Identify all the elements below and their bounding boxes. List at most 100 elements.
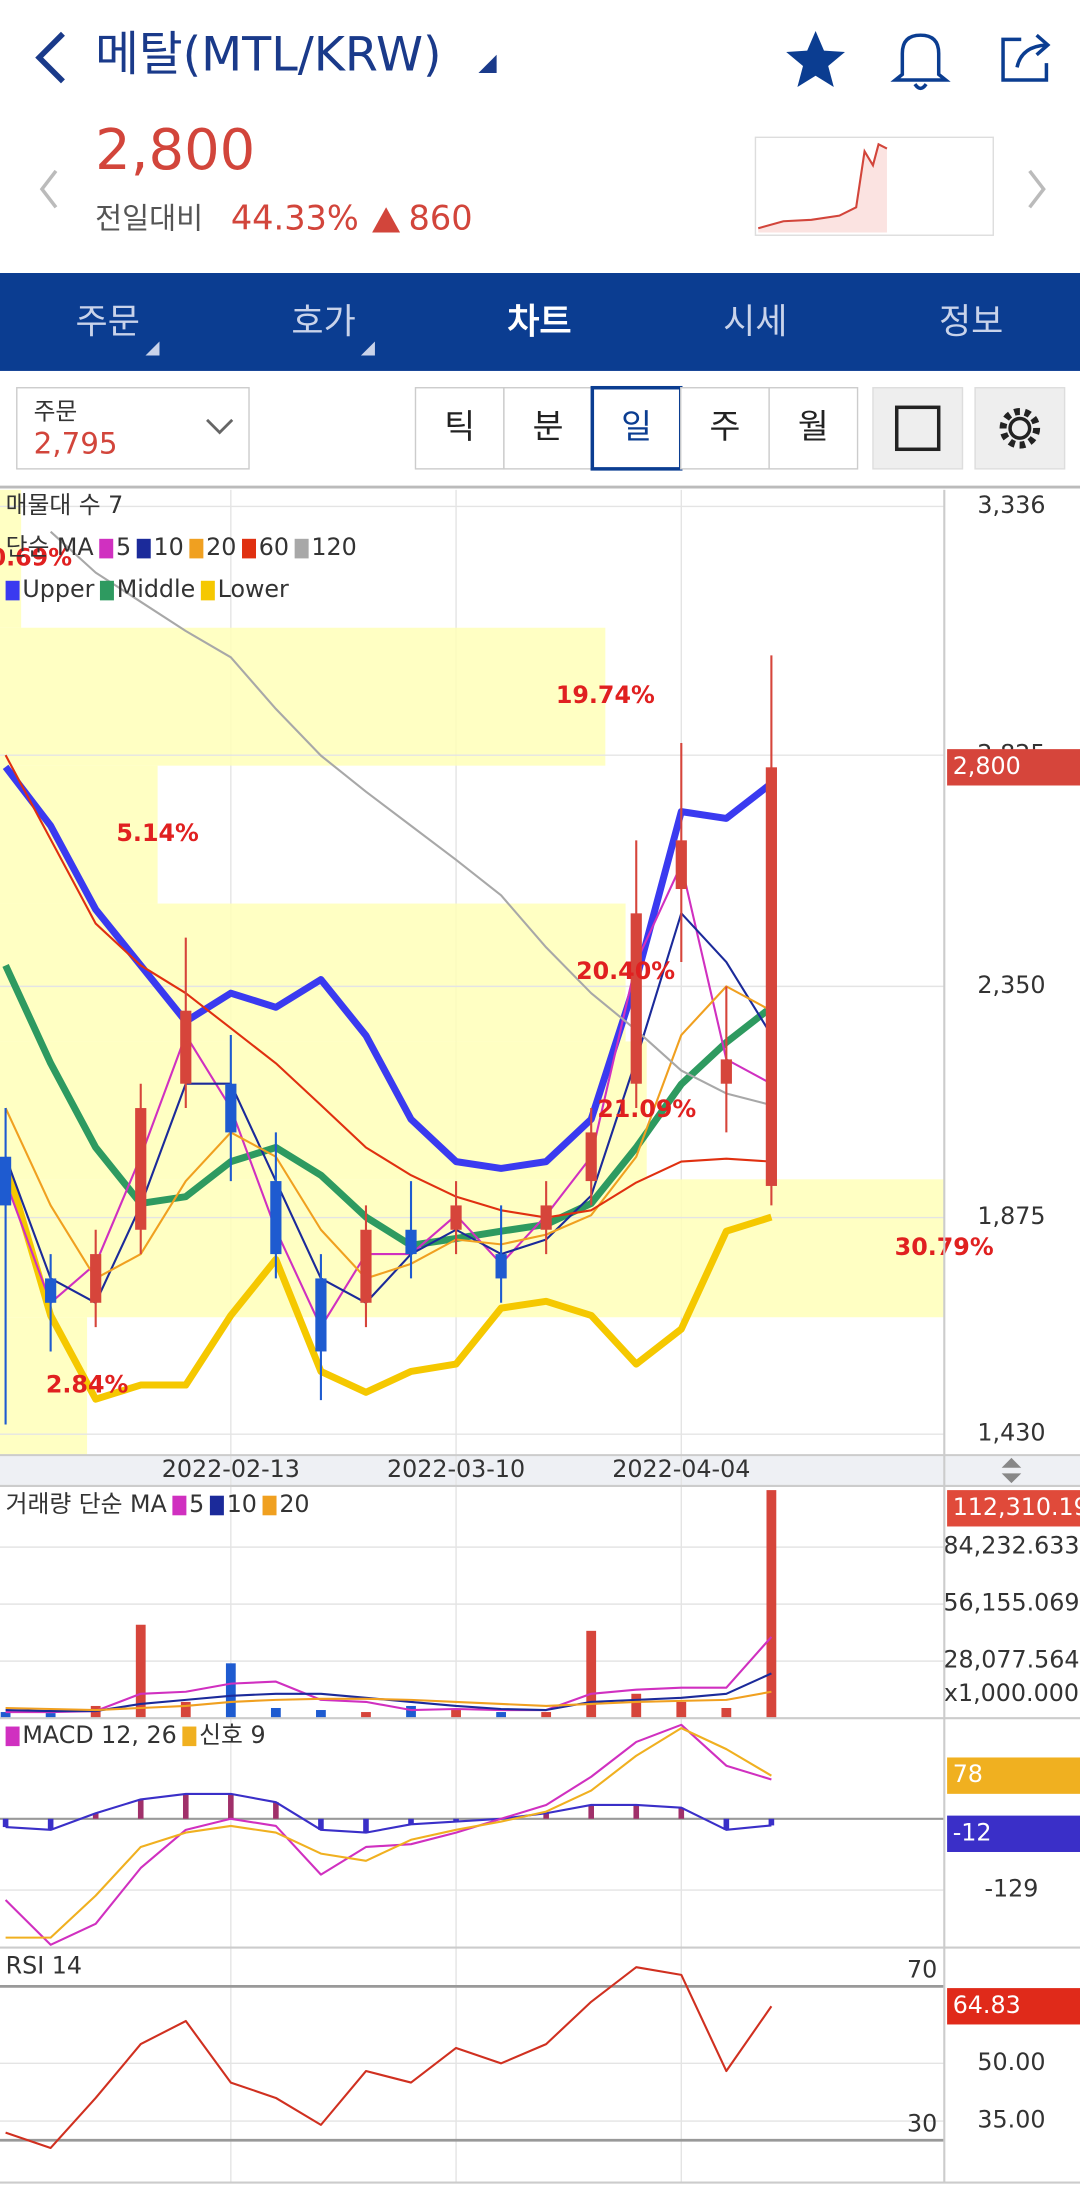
current-price: 2,800 bbox=[95, 118, 255, 183]
legend-swatch bbox=[99, 580, 114, 601]
period-button[interactable] bbox=[414, 387, 505, 470]
settings-icon bbox=[999, 408, 1041, 449]
profile-label: 2.84% bbox=[46, 1371, 129, 1399]
legend-swatch bbox=[294, 538, 309, 559]
histogram-bar bbox=[678, 1807, 685, 1819]
profile-title: 매물대 수 7 bbox=[6, 491, 124, 519]
y-tick-label: 2,350 bbox=[977, 971, 1045, 999]
y-tick-label: 1,430 bbox=[977, 1419, 1045, 1447]
next-button[interactable] bbox=[1028, 169, 1046, 209]
legend-swatch bbox=[5, 580, 20, 601]
period-button[interactable] bbox=[680, 387, 770, 470]
legend-label: 10 bbox=[154, 533, 184, 561]
legend-label: 20 bbox=[206, 533, 236, 561]
level-label: 70 bbox=[907, 1956, 937, 1984]
legend-label: RSI 14 bbox=[6, 1952, 82, 1980]
candle-body bbox=[720, 1059, 732, 1084]
favorite-icon[interactable] bbox=[786, 30, 845, 87]
settings-icon-inner bbox=[1008, 416, 1032, 440]
candle-body bbox=[360, 1229, 372, 1303]
order-label: 주문 bbox=[34, 397, 78, 425]
market-title[interactable]: 메탈(MTL/KRW) bbox=[95, 28, 441, 83]
volume-profile-bar bbox=[0, 903, 626, 1042]
volume-bar bbox=[586, 1630, 597, 1719]
ma-line bbox=[4, 912, 773, 1304]
histogram-bar bbox=[768, 1818, 775, 1826]
order-dropdown[interactable] bbox=[206, 418, 234, 435]
level-label: 30 bbox=[907, 2109, 937, 2137]
volume-profile-bar bbox=[0, 627, 606, 766]
candle-body bbox=[180, 1010, 192, 1084]
share-icon[interactable] bbox=[1001, 33, 1051, 82]
profile-label: 20.40% bbox=[576, 957, 675, 985]
legend-swatch bbox=[189, 538, 204, 559]
period-label: 일 bbox=[621, 407, 652, 446]
volume-bar bbox=[0, 1712, 11, 1719]
legend-label: 신호 9 bbox=[199, 1721, 265, 1749]
nav-tab[interactable]: 호가 bbox=[291, 302, 355, 342]
period-button[interactable] bbox=[590, 385, 683, 471]
histogram-bar bbox=[363, 1818, 369, 1833]
candle-body bbox=[405, 1229, 417, 1255]
volume-unit: x1,000.000 bbox=[944, 1679, 1079, 1707]
candle-body bbox=[765, 767, 777, 1186]
candle-body bbox=[585, 1132, 597, 1182]
last-price-label-box bbox=[947, 749, 1080, 786]
alarm-icon[interactable] bbox=[890, 33, 951, 91]
y-tick-label: 84,232.633 bbox=[943, 1532, 1079, 1560]
prev-button[interactable] bbox=[39, 169, 58, 209]
legend-swatch bbox=[5, 1726, 20, 1747]
volume-bar bbox=[270, 1707, 281, 1719]
sparkline bbox=[757, 142, 888, 230]
period-label: 주 bbox=[709, 407, 740, 446]
volume-bar bbox=[721, 1707, 732, 1719]
candle-body bbox=[450, 1205, 462, 1230]
y-tick-label: 1,875 bbox=[977, 1202, 1045, 1230]
last-volume-label: 112,310.197 bbox=[953, 1493, 1080, 1521]
y-tick-label: 50.00 bbox=[977, 2048, 1045, 2076]
resize-handle[interactable] bbox=[1001, 1457, 1022, 1484]
y-tick-label: -129 bbox=[984, 1875, 1038, 1903]
legend-swatch bbox=[262, 1495, 277, 1516]
histogram-bar bbox=[723, 1818, 730, 1830]
histogram-value-label: -12 bbox=[953, 1818, 992, 1846]
last-price-label: 2,800 bbox=[953, 752, 1021, 780]
nav-tab[interactable]: 차트 bbox=[507, 302, 571, 342]
settings-button[interactable] bbox=[974, 387, 1066, 470]
volume-bar bbox=[766, 1490, 777, 1719]
dropdown-icon[interactable] bbox=[478, 54, 497, 73]
nav-tab[interactable]: 주문 bbox=[76, 302, 140, 342]
indicator-line bbox=[5, 1966, 773, 2150]
back-button[interactable] bbox=[35, 31, 65, 84]
band-line bbox=[2, 1160, 773, 1403]
legend-label: 20 bbox=[279, 1490, 309, 1518]
candle-body bbox=[630, 913, 642, 1084]
indicator-line bbox=[5, 1727, 772, 1939]
nav-tab[interactable]: 정보 bbox=[939, 302, 1003, 342]
legend-label: 5 bbox=[189, 1490, 204, 1518]
period-button[interactable] bbox=[503, 387, 594, 470]
volume-bar bbox=[496, 1712, 507, 1719]
layout-button[interactable] bbox=[872, 387, 964, 470]
legend-label: MACD 12, 26 bbox=[22, 1721, 176, 1749]
period-label: 틱 bbox=[444, 407, 475, 446]
period-button[interactable] bbox=[768, 387, 859, 470]
histogram-bar bbox=[137, 1799, 144, 1819]
histogram-value-label-box bbox=[947, 1815, 1080, 1852]
legend-swatch bbox=[200, 580, 215, 601]
last-volume-label-box bbox=[947, 1490, 1080, 1527]
histogram-bar bbox=[273, 1802, 279, 1819]
order-box[interactable] bbox=[16, 387, 250, 470]
x-tick-label: 2022-02-13 bbox=[162, 1455, 300, 1483]
candle-body bbox=[540, 1205, 552, 1230]
histogram-bar bbox=[182, 1793, 189, 1819]
legend-swatch bbox=[136, 538, 151, 559]
change-label: 전일대비 bbox=[95, 201, 203, 235]
band-line bbox=[2, 764, 774, 1172]
nav-tab[interactable]: 시세 bbox=[723, 302, 787, 342]
histogram-bar bbox=[543, 1813, 549, 1819]
legend-swatch bbox=[99, 538, 114, 559]
candle-body bbox=[135, 1108, 147, 1230]
